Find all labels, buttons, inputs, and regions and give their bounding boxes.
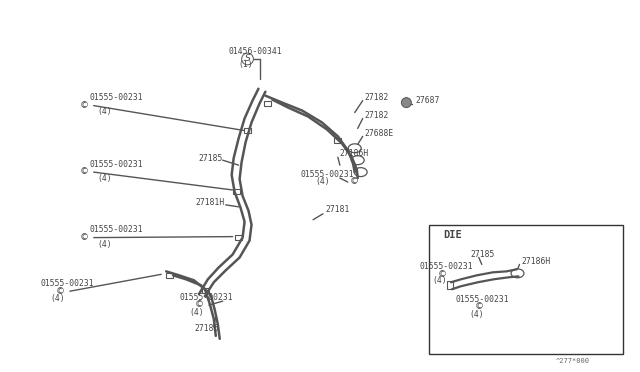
Text: (4): (4) [469, 310, 483, 318]
Text: 01555-00231: 01555-00231 [179, 293, 233, 302]
Text: (4): (4) [315, 177, 330, 186]
Text: (4): (4) [98, 240, 112, 249]
Text: ©: © [56, 287, 65, 296]
Text: 01555-00231: 01555-00231 [40, 279, 93, 288]
Text: ©: © [79, 168, 88, 177]
Bar [233, 189, 240, 195]
Text: ©: © [438, 270, 447, 279]
Text: (4): (4) [98, 107, 112, 116]
Text: 27186: 27186 [194, 324, 218, 333]
Text: 01456-00341: 01456-00341 [228, 46, 282, 55]
Text: 27185: 27185 [199, 154, 223, 163]
Text: ^277*000: ^277*000 [556, 358, 590, 364]
Text: ©: © [350, 177, 359, 186]
Text: ©: © [79, 233, 88, 242]
Text: 27181: 27181 [325, 205, 349, 214]
Bar [235, 235, 242, 240]
Bar [334, 138, 341, 143]
Text: (1): (1) [239, 60, 253, 70]
Text: DIE: DIE [443, 230, 462, 240]
Text: 27688E: 27688E [365, 129, 394, 138]
Bar [244, 128, 251, 133]
Text: 01555-00231: 01555-00231 [90, 93, 143, 102]
Text: 01555-00231: 01555-00231 [90, 225, 143, 234]
Text: 27181H: 27181H [196, 198, 225, 207]
Text: ©: © [79, 101, 88, 110]
Circle shape [401, 98, 412, 108]
Bar [264, 101, 271, 106]
Bar [429, 225, 623, 354]
Text: 27182: 27182 [365, 93, 389, 102]
Bar [166, 273, 173, 278]
Text: (4): (4) [189, 308, 204, 317]
Bar [202, 288, 209, 293]
Text: (4): (4) [50, 294, 65, 303]
Text: 01555-00231: 01555-00231 [419, 262, 473, 271]
Text: 27185: 27185 [471, 250, 495, 259]
Text: (4): (4) [432, 276, 447, 285]
Text: 27186H: 27186H [522, 257, 551, 266]
Text: 27182: 27182 [365, 111, 389, 120]
Bar [447, 281, 454, 289]
Text: 01555-00231: 01555-00231 [300, 170, 354, 179]
Text: 01555-00231: 01555-00231 [456, 295, 509, 304]
Text: 27687: 27687 [415, 96, 440, 105]
Text: ©: © [474, 302, 483, 312]
Text: 27186H: 27186H [340, 149, 369, 158]
Text: (4): (4) [98, 174, 112, 183]
Text: ©: © [195, 301, 204, 310]
Text: 01555-00231: 01555-00231 [90, 160, 143, 169]
Text: S: S [244, 54, 250, 64]
